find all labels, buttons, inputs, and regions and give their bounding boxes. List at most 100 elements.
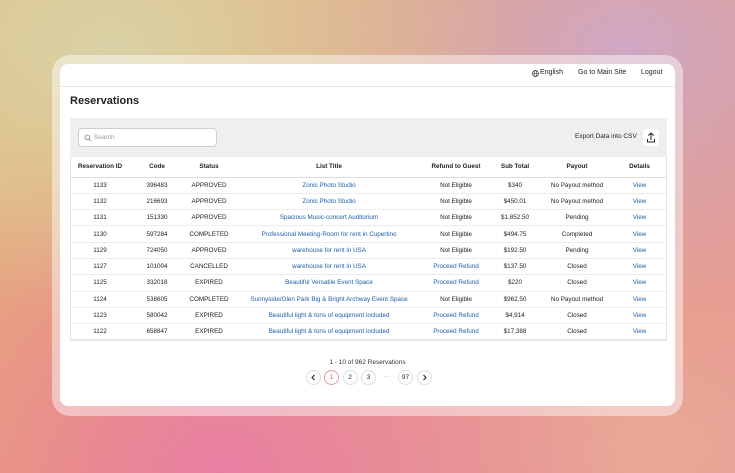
export-label[interactable]: Export Data into CSV [575,133,637,140]
table-cell: Zonic Photo Studio [234,193,424,211]
table-row: 1130 597284 COMPLETED Professional Meeting-… [70,225,667,243]
table-cell: $17,388 [488,323,542,341]
cell-text: 151330 [146,214,168,222]
pagination-summary: 1 - 10 of 962 Reservations [329,359,406,366]
cell-text: Not Eligible [440,295,472,303]
table-row: 1133 396483 APPROVED Zonic Photo Studio Not … [70,177,667,194]
header-row: Reservation ID Code Status List Title Refund… [70,157,667,178]
column-header: Status [184,157,234,178]
table-cell: No Payout method [542,177,612,194]
link[interactable]: View [632,312,647,320]
link[interactable]: warehouse for rent in USA [292,246,366,254]
cell-text: 724050 [146,246,168,254]
prev-page[interactable] [306,370,321,385]
link[interactable]: Proceed Refund [433,312,479,320]
link[interactable]: Beautiful Versatile Event Space [285,279,373,287]
cell-text: Closed [567,328,587,336]
chevron-right [423,374,427,381]
link[interactable]: Professional Meeting-Room for rent in Cu… [261,230,397,238]
search-placeholder: Search [94,134,115,141]
export-button[interactable] [643,129,659,146]
link[interactable]: Zonic Photo Studio [302,197,356,205]
link[interactable]: Proceed Refund [433,263,479,271]
cell-text: $4,914 [505,312,525,320]
page-button[interactable]: 3 [361,370,376,385]
link[interactable]: Proceed Refund [433,279,479,287]
cell-text: Pending [565,214,589,222]
page-button[interactable]: 2 [342,370,358,385]
link[interactable]: Beautiful light & tons of equipment incl… [268,328,390,336]
table-cell: 101004 [130,258,184,276]
table-cell: APPROVED [184,177,234,194]
link[interactable]: View [632,279,647,287]
table-cell: Not Eligible [424,225,488,243]
cell-text: $494.75 [503,230,527,238]
table-cell: 1130 [70,225,130,243]
logout-link[interactable]: Logout [641,69,663,76]
table-cell: EXPIRED [184,307,234,325]
cell-text: 580042 [146,312,168,320]
cell-text: 1133 [93,181,107,189]
table-border [70,157,667,341]
page-button[interactable]: 1 [324,370,339,385]
cell-text: COMPLETED [189,295,229,303]
link[interactable]: Spacious Music-concert Auditorium [279,214,379,222]
table-cell: APPROVED [184,193,234,211]
cell-text: APPROVED [191,197,227,205]
table-cell: Beautiful light & tons of equipment incl… [234,323,424,341]
link[interactable]: View [632,214,647,222]
table-cell: 1129 [70,242,130,259]
cell-text: Not Eligible [440,230,472,238]
table-cell: $192.50 [488,242,542,259]
table-row: 1129 724050 APPROVED warehouse for rent in … [70,242,667,259]
link[interactable]: View [632,181,647,189]
table-cell: Not Eligible [424,193,488,211]
table-cell: View [612,258,667,276]
cell-text: 1130 [93,230,107,238]
cell-text: Not Eligible [440,214,472,222]
table-cell: 1127 [70,258,130,276]
cell-text: 216693 [146,197,168,205]
link[interactable]: View [632,246,647,254]
cell-text: No Payout method [550,295,604,303]
page-button[interactable]: 97 [398,370,413,385]
cell-text: 1124 [93,295,107,303]
next-page[interactable] [417,370,432,385]
cell-text: Completed [561,230,593,238]
language[interactable]: English [540,69,563,76]
table-row: 1123 580042 EXPIRED Beautiful light & tons … [70,307,667,325]
table-cell: View [612,193,667,211]
panel: English Go to Main Site Logout Reservati… [60,64,675,406]
main-site-link[interactable]: Go to Main Site [578,69,627,76]
table-cell: Proceed Refund [424,307,488,325]
table-cell: 332018 [130,274,184,292]
link[interactable]: Sunnyside/Glen Park Big & Bright Archway… [250,295,408,303]
table-cell: View [612,274,667,292]
table-cell: Closed [542,258,612,276]
table-cell: $450.01 [488,193,542,211]
link[interactable]: View [632,328,647,336]
table-cell: Proceed Refund [424,274,488,292]
link[interactable]: Beautiful light & tons of equipment incl… [268,312,390,320]
link[interactable]: View [632,295,647,303]
table-cell: EXPIRED [184,323,234,341]
table-row: 1124 538605 COMPLETED Sunnyside/Glen Park B… [70,291,667,308]
table-cell: APPROVED [184,209,234,227]
cell-text: 597284 [146,230,168,238]
link[interactable]: View [632,263,647,271]
cell-text: EXPIRED [195,312,223,320]
table-cell: 396483 [130,177,184,194]
link[interactable]: View [632,197,647,205]
table-cell: COMPLETED [184,225,234,243]
link[interactable]: Zonic Photo Studio [302,181,356,189]
search-box[interactable]: Search [78,128,217,147]
table-cell: Beautiful light & tons of equipment incl… [234,307,424,325]
link[interactable]: warehouse for rent in USA [292,263,366,271]
table-cell: 597284 [130,225,184,243]
search-icon [84,134,92,142]
page-button[interactable]: ··· [383,373,391,380]
link[interactable]: Proceed Refund [433,328,479,336]
link[interactable]: View [632,230,647,238]
cell-text: APPROVED [191,246,227,254]
cell-text: $17,388 [503,328,527,336]
